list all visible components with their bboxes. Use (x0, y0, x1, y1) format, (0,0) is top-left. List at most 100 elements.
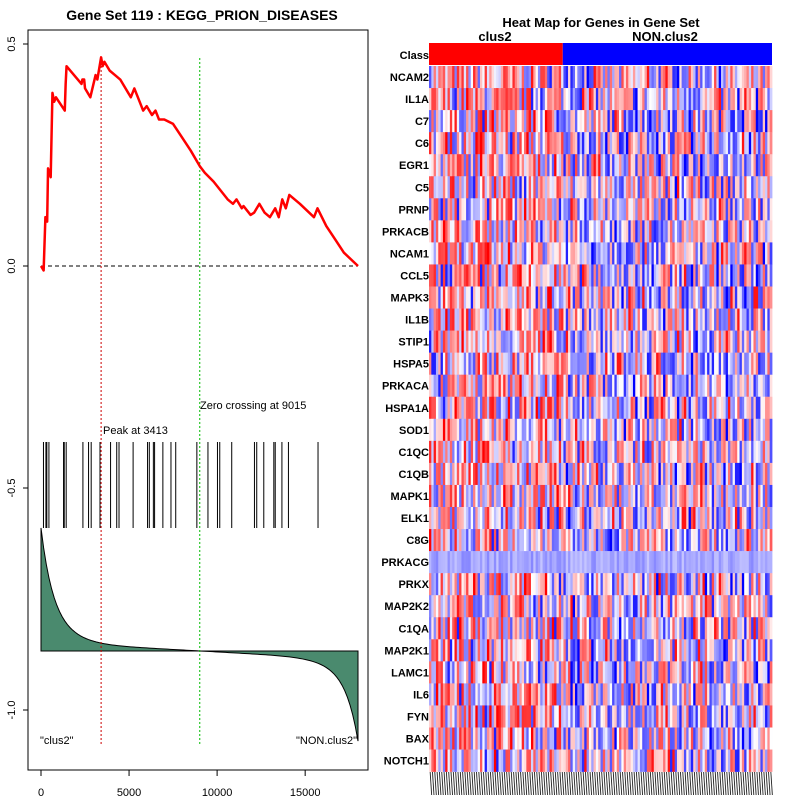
heatmap-cell (435, 396, 439, 420)
heatmap-cell (714, 639, 717, 662)
heatmap-cell (440, 440, 444, 464)
heatmap-cell (670, 661, 673, 684)
heatmap-cell (709, 286, 713, 309)
heatmap-cell (435, 727, 439, 750)
heatmap-cell (584, 154, 587, 177)
heatmap-cell (466, 661, 469, 684)
heatmap-cell (676, 418, 680, 442)
heatmap-cell (716, 220, 720, 243)
heatmap-cell (755, 132, 759, 155)
heatmap-cell (456, 661, 460, 684)
heatmap-cell (625, 440, 629, 464)
heatmap-cell (697, 132, 701, 155)
heatmap-cell (514, 66, 518, 89)
heatmap-cell (769, 462, 773, 486)
heatmap-cell (651, 352, 655, 375)
heatmap-cell (586, 440, 590, 464)
heatmap-cell (563, 264, 567, 287)
heatmap-cell (755, 727, 759, 750)
heatmap-cell (558, 484, 562, 508)
heatmap-cell (556, 683, 560, 706)
heatmap-cell (528, 661, 532, 684)
heatmap-cell (670, 705, 673, 728)
heatmap-cell (663, 462, 666, 486)
heatmap-cell (748, 507, 752, 530)
heatmap-cell (477, 661, 481, 684)
heatmap-cell (653, 462, 657, 486)
heatmap-cell (727, 110, 731, 133)
heatmap-cell (475, 440, 479, 464)
heatmap-cell (438, 617, 441, 640)
heatmap-cell (484, 374, 488, 398)
heatmap-cell (591, 484, 594, 508)
heatmap-cell (765, 220, 768, 243)
heatmap-cell (612, 749, 615, 772)
heatmap-cell (656, 242, 659, 265)
heatmap-cell (653, 132, 657, 155)
heatmap-cell (718, 132, 722, 155)
heatmap-cell (605, 507, 608, 530)
heatmap-cell (479, 507, 483, 530)
heatmap-cell (588, 132, 592, 155)
heatmap-cell (753, 551, 757, 574)
heatmap-cell (734, 440, 738, 464)
heatmap-cell (681, 639, 685, 662)
heatmap-cell (707, 573, 710, 596)
heatmap-cell (725, 749, 729, 772)
heatmap-cell (737, 396, 740, 420)
heatmap-cell (486, 154, 490, 177)
heatmap-cell (528, 286, 532, 309)
heatmap-cell (697, 374, 701, 398)
heatmap-cell (702, 176, 706, 199)
heatmap-cell (558, 661, 562, 684)
heatmap-cell (486, 88, 490, 111)
heatmap-cell (737, 330, 740, 353)
heatmap-cell (753, 110, 757, 133)
heatmap-cell (741, 749, 745, 772)
heatmap-cell (473, 176, 476, 199)
heatmap-cell (649, 132, 652, 155)
heatmap-cell (630, 132, 634, 155)
heatmap-cell (723, 661, 727, 684)
heatmap-cell (702, 529, 706, 552)
heatmap-cell (744, 286, 747, 309)
heatmap-cell (563, 286, 567, 309)
heatmap-cell (732, 220, 736, 243)
heatmap-cell (588, 462, 592, 486)
heatmap-cell (653, 88, 657, 111)
heatmap-cell (433, 749, 437, 772)
heatmap-cell (442, 88, 446, 111)
gene-label: C7 (415, 116, 429, 128)
heatmap-cell (679, 617, 683, 640)
heatmap-cell (744, 617, 747, 640)
heatmap-cell (584, 242, 587, 265)
heatmap-cell (656, 110, 659, 133)
heatmap-cell (658, 749, 662, 772)
heatmap-cell (737, 727, 740, 750)
heatmap-cell (429, 551, 432, 574)
heatmap-cell (466, 132, 469, 155)
heatmap-cell (482, 595, 486, 618)
heatmap-cell (721, 176, 724, 199)
heatmap-cell (753, 462, 757, 486)
heatmap-cell (718, 330, 722, 353)
sample-label-mark (649, 771, 653, 796)
heatmap-cell (454, 573, 458, 596)
heatmap-cell (521, 551, 525, 574)
heatmap-cell (600, 529, 604, 552)
heatmap-cell (725, 705, 729, 728)
heatmap-cell (711, 198, 715, 221)
heatmap-cell (577, 617, 581, 640)
heatmap-cell (646, 661, 650, 684)
class-bar (429, 43, 772, 65)
heatmap-cell (732, 176, 736, 199)
heatmap-cell (454, 154, 458, 177)
heatmap-cell (616, 154, 620, 177)
heatmap-cell (725, 352, 729, 375)
sample-label-mark (429, 771, 433, 796)
heatmap-cell (605, 308, 608, 331)
heatmap-cell (533, 551, 537, 574)
heatmap-cell (447, 176, 451, 199)
heatmap-cell (468, 484, 472, 508)
heatmap-cell (454, 507, 458, 530)
